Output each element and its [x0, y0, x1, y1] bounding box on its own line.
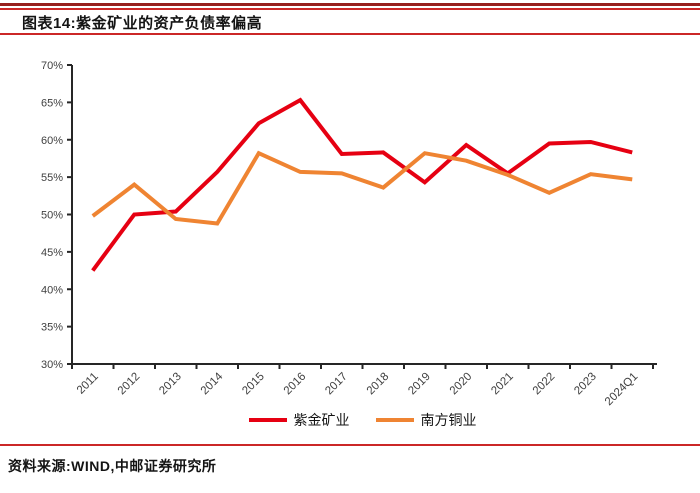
chart-legend: 紫金矿业 南方铜业 [72, 410, 653, 430]
legend-line-swatch-orange [375, 418, 414, 422]
series-line-0 [91, 97, 633, 272]
legend-item-zijin-mining: 紫金矿业 [248, 410, 350, 430]
y-axis-label: 60% [41, 135, 63, 147]
y-axis-label: 45% [41, 247, 63, 259]
top-rule-thin [0, 8, 700, 10]
x-axis-label: 2023 [572, 371, 599, 398]
y-axis-label: 40% [41, 284, 63, 296]
x-axis-label: 2020 [448, 371, 475, 398]
series-line-1 [91, 150, 633, 226]
legend-item-southern-copper: 南方铜业 [375, 410, 477, 430]
x-axis-label: 2016 [282, 371, 309, 398]
y-axis-label: 50% [41, 210, 63, 222]
x-axis-label: 2024Q1 [603, 371, 640, 408]
title-rule [0, 33, 700, 35]
footer-rule [0, 444, 700, 446]
top-rule-thick [0, 3, 700, 6]
x-axis-label: 2019 [406, 371, 433, 398]
figure-title: 图表14:紫金矿业的资产负债率偏高 [22, 15, 263, 32]
x-axis-label: 2022 [531, 371, 558, 398]
x-axis-label: 2018 [365, 371, 392, 398]
y-axis-label: 30% [41, 359, 63, 371]
source-note: 资料来源:WIND,中邮证券研究所 [8, 458, 217, 474]
line-chart: 30% 35% 40% 45% 50% 55% 60% 65% 70% 2011 2012 2013 2… [41, 60, 657, 408]
legend-line-swatch-red [248, 418, 287, 422]
legend-label: 南方铜业 [420, 412, 477, 428]
legend-label: 紫金矿业 [293, 412, 350, 428]
x-axis-label: 2021 [489, 371, 516, 398]
x-axis-label: 2015 [240, 371, 267, 398]
y-axis-label: 55% [41, 172, 63, 184]
y-axis-label: 35% [41, 322, 63, 334]
x-axis-label: 2011 [75, 371, 101, 397]
x-axis-label: 2014 [199, 370, 226, 397]
x-axis-label: 2013 [157, 371, 184, 398]
x-axis-label: 2017 [323, 371, 350, 398]
y-axis-label: 70% [41, 60, 63, 72]
x-axis-label: 2012 [116, 371, 143, 398]
y-axis-label: 65% [41, 97, 63, 109]
